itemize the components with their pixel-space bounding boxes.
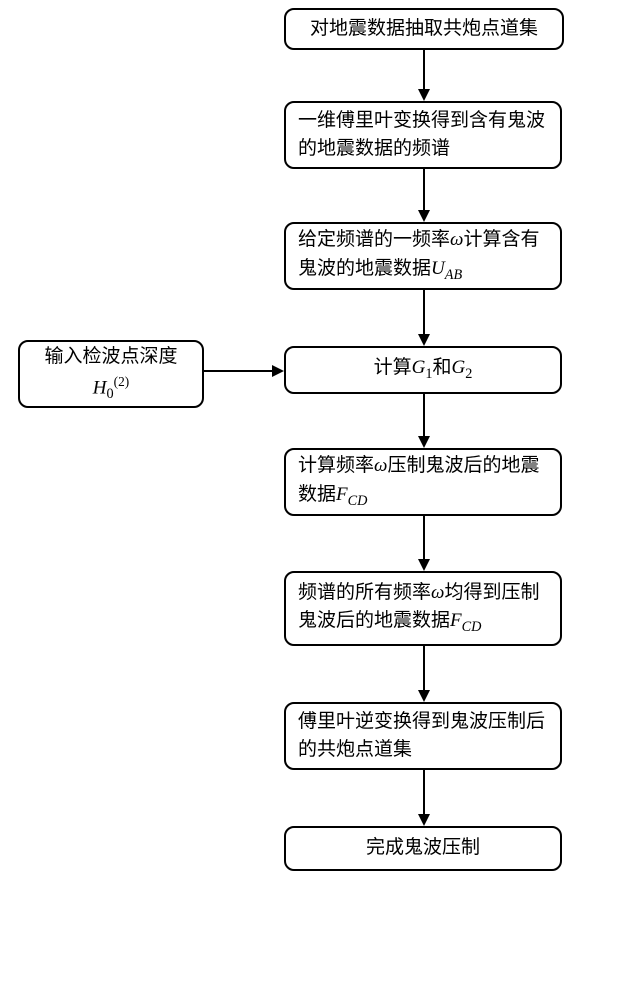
arrow-head-6-7	[418, 690, 430, 702]
step2-label: 一维傅里叶变换得到含有鬼波的地震数据的频谱	[298, 107, 548, 164]
arrow-head-4-5	[418, 436, 430, 448]
step4-node: 计算G1和G2	[284, 346, 562, 394]
arrow-side-4	[204, 370, 272, 372]
arrow-1-2	[423, 50, 425, 89]
arrow-head-5-6	[418, 559, 430, 571]
step5-node: 计算频率ω压制鬼波后的地震数据FCD	[284, 448, 562, 516]
side-input-label: 输入检波点深度H0(2)	[44, 343, 177, 405]
step8-node: 完成鬼波压制	[284, 826, 562, 871]
step1-node: 对地震数据抽取共炮点道集	[284, 8, 564, 50]
step6-node: 频谱的所有频率ω均得到压制鬼波后的地震数据FCD	[284, 571, 562, 646]
arrow-3-4	[423, 290, 425, 334]
arrow-head-7-8	[418, 814, 430, 826]
arrow-5-6	[423, 516, 425, 559]
arrow-head-3-4	[418, 334, 430, 346]
step6-label: 频谱的所有频率ω均得到压制鬼波后的地震数据FCD	[298, 579, 548, 639]
arrow-6-7	[423, 646, 425, 690]
step3-node: 给定频谱的一频率ω计算含有鬼波的地震数据UAB	[284, 222, 562, 290]
arrow-4-5	[423, 394, 425, 436]
step1-label: 对地震数据抽取共炮点道集	[310, 15, 538, 44]
arrow-head-2-3	[418, 210, 430, 222]
step4-label: 计算G1和G2	[374, 354, 473, 385]
arrow-7-8	[423, 770, 425, 814]
arrow-head-side-4	[272, 365, 284, 377]
step8-label: 完成鬼波压制	[366, 834, 480, 863]
step7-label: 傅里叶逆变换得到鬼波压制后的共炮点道集	[298, 708, 548, 765]
step5-label: 计算频率ω压制鬼波后的地震数据FCD	[298, 452, 548, 512]
arrow-head-1-2	[418, 89, 430, 101]
step7-node: 傅里叶逆变换得到鬼波压制后的共炮点道集	[284, 702, 562, 770]
side-input-node: 输入检波点深度H0(2)	[18, 340, 204, 408]
arrow-2-3	[423, 169, 425, 210]
step3-label: 给定频谱的一频率ω计算含有鬼波的地震数据UAB	[298, 226, 548, 286]
step2-node: 一维傅里叶变换得到含有鬼波的地震数据的频谱	[284, 101, 562, 169]
flowchart-container: 对地震数据抽取共炮点道集 一维傅里叶变换得到含有鬼波的地震数据的频谱 给定频谱的…	[0, 0, 639, 1000]
